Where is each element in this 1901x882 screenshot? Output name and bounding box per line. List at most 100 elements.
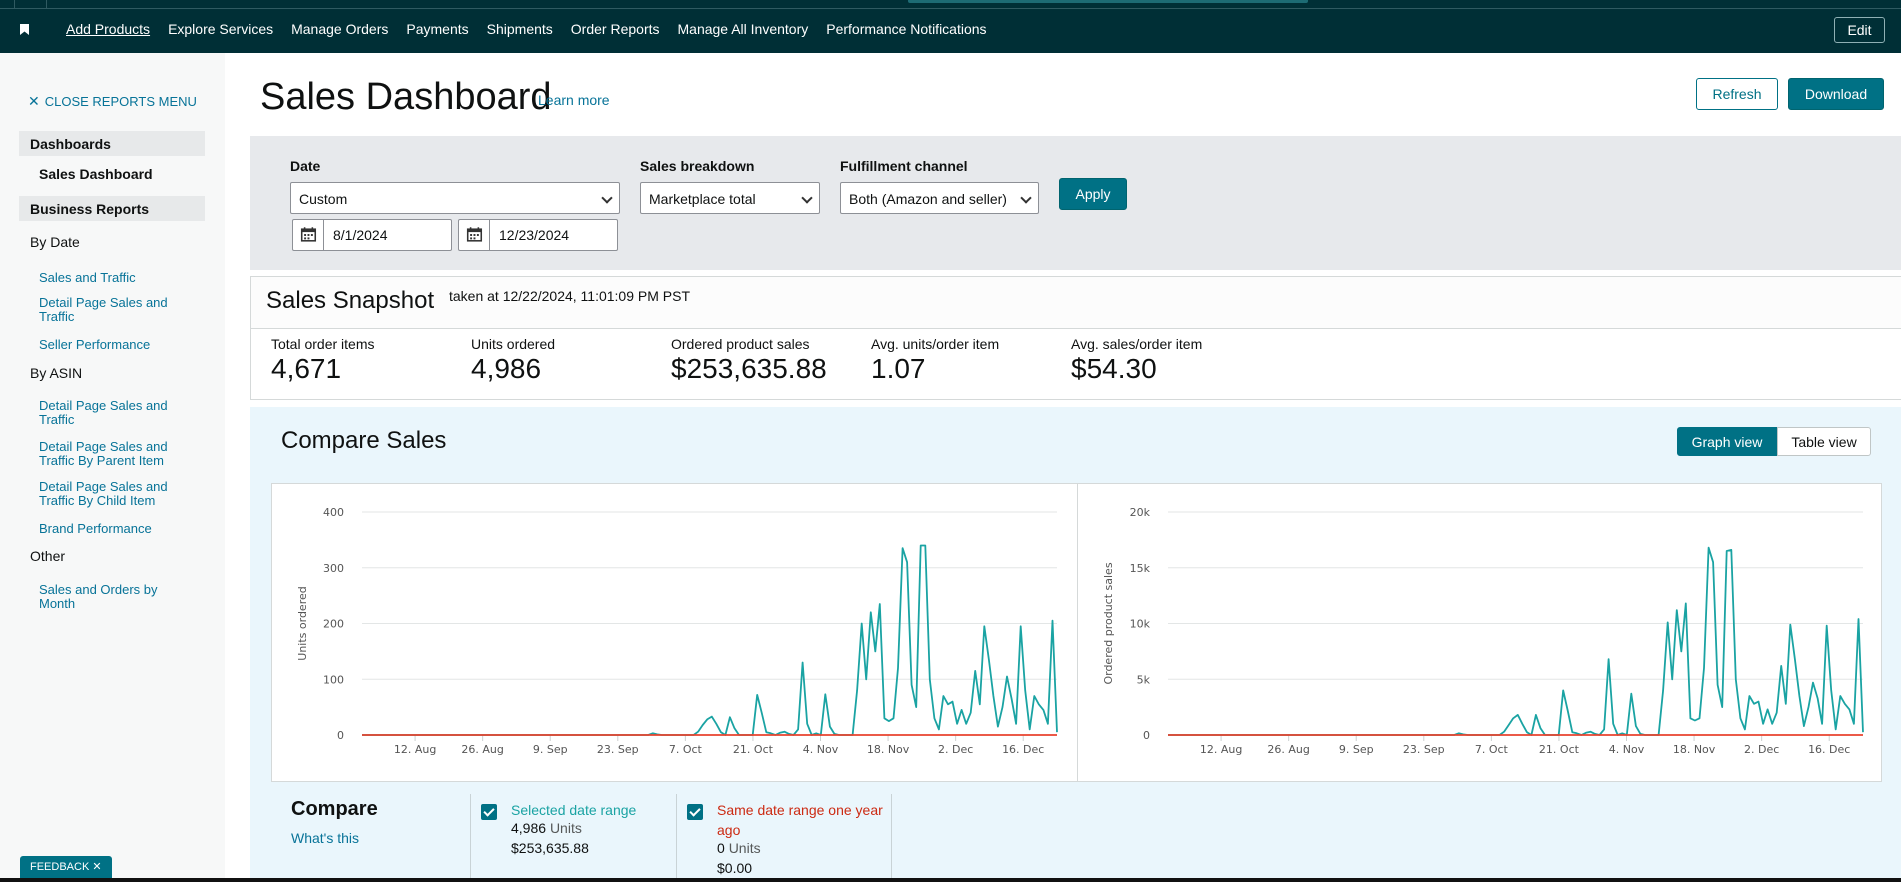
legend-divider — [891, 794, 892, 882]
y-tick-label: 10k — [1130, 618, 1151, 631]
nav-order-reports[interactable]: Order Reports — [570, 21, 660, 37]
nav-manage-orders[interactable]: Manage Orders — [291, 21, 389, 37]
nav-add-products[interactable]: Add Products — [66, 21, 151, 37]
close-icon[interactable]: ✕ — [92, 861, 102, 873]
y-tick-label: 200 — [323, 618, 344, 631]
metric-label: Total order items — [271, 336, 375, 352]
y-tick-label: 5k — [1137, 673, 1151, 686]
sidebar-header-business-reports: Business Reports — [19, 196, 205, 221]
download-button[interactable]: Download — [1788, 78, 1884, 110]
sidebar-item-brand-performance[interactable]: Brand Performance — [39, 521, 152, 536]
selected-range-checkbox[interactable] — [481, 804, 497, 820]
whats-this-link[interactable]: What's this — [291, 830, 360, 846]
top-strip — [0, 0, 1901, 9]
sales-snapshot: Sales Snapshot taken at 12/22/2024, 11:0… — [250, 276, 1901, 400]
feedback-button[interactable]: FEEDBACK ✕ — [20, 856, 112, 878]
x-tick-label: 7. Oct — [1475, 743, 1509, 756]
nav-payments[interactable]: Payments — [406, 21, 469, 37]
metric-total-order-items: Total order items 4,671 — [271, 336, 374, 385]
y-tick-label: 0 — [1143, 729, 1150, 742]
metric-value: 4,986 — [471, 353, 542, 384]
legend-last-year-units-value: 0 — [717, 840, 725, 856]
legend-selected-name: Selected date range — [511, 802, 637, 818]
nav-shipments[interactable]: Shipments — [486, 21, 553, 37]
metric-value: $54.30 — [1071, 353, 1157, 384]
legend-selected-units: 4,986 Units — [511, 820, 582, 836]
y-tick-label: 15k — [1130, 562, 1151, 575]
sidebar-item-seller-performance[interactable]: Seller Performance — [39, 337, 151, 352]
x-tick-label: 2. Dec — [1744, 743, 1779, 756]
sales-breakdown-value: Marketplace total — [649, 191, 756, 207]
sales-snapshot-header: Sales Snapshot taken at 12/22/2024, 11:0… — [251, 277, 1901, 329]
x-tick-label: 26. Aug — [1267, 743, 1309, 756]
metric-label: Ordered product sales — [671, 336, 810, 352]
metric-label: Avg. sales/order item — [1071, 336, 1203, 352]
sales-snapshot-title: Sales Snapshot — [266, 287, 435, 314]
fulfillment-channel-label: Fulfillment channel — [840, 158, 968, 174]
metric-label: Avg. units/order item — [871, 336, 1000, 352]
calendar-icon[interactable] — [293, 220, 324, 250]
legend-last-year-units: 0 Units — [717, 840, 761, 856]
bookmark-icon[interactable] — [20, 24, 29, 35]
x-tick-label: 4. Nov — [1609, 743, 1645, 756]
feedback-label: FEEDBACK — [30, 861, 90, 873]
end-date-value: 12/23/2024 — [499, 227, 570, 243]
date-range-value: Custom — [299, 191, 348, 207]
sidebar-item-detail-page-sales-and-traffic[interactable]: Detail Page Sales and Traffic — [39, 295, 168, 324]
y-axis-title: Units ordered — [296, 586, 309, 660]
legend-divider — [676, 794, 677, 882]
learn-more-link[interactable]: Learn more — [538, 92, 610, 108]
last-year-checkbox[interactable] — [687, 804, 703, 820]
sidebar-item-asin-by-parent-item[interactable]: Detail Page Sales and Traffic By Parent … — [39, 439, 168, 468]
x-tick-label: 21. Oct — [1539, 743, 1580, 756]
metric-avg-sales-per-order-item: Avg. sales/order item $54.30 — [1071, 336, 1202, 385]
x-tick-label: 23. Sep — [597, 743, 639, 756]
top-navigation: Add Products Explore Services Manage Ord… — [0, 0, 1901, 53]
reports-sidebar: ✕ CLOSE REPORTS MENU Dashboards Sales Das… — [0, 53, 225, 882]
chevron-down-icon — [601, 192, 613, 204]
nav-manage-all-inventory[interactable]: Manage All Inventory — [677, 21, 809, 37]
end-date-field[interactable]: 12/23/2024 — [458, 219, 618, 251]
metric-label: Units ordered — [471, 336, 556, 352]
fulfillment-channel-select[interactable]: Both (Amazon and seller) — [840, 182, 1039, 214]
metric-ordered-product-sales: Ordered product sales $253,635.88 — [671, 336, 827, 385]
x-tick-label: 12. Aug — [1200, 743, 1242, 756]
x-tick-label: 4. Nov — [803, 743, 839, 756]
calendar-icon[interactable] — [459, 220, 490, 250]
metric-value: 4,671 — [271, 353, 342, 384]
snapshot-timestamp: taken at 12/22/2024, 11:01:09 PM PST — [449, 288, 691, 304]
edit-nav-button[interactable]: Edit — [1834, 17, 1885, 43]
y-tick-label: 20k — [1130, 506, 1151, 519]
bottom-taskbar — [0, 878, 1901, 882]
apply-button[interactable]: Apply — [1059, 178, 1127, 210]
graph-view-button[interactable]: Graph view — [1677, 427, 1777, 456]
ordered-product-sales-chart: 0 5k 10k 15k 20k 12. Aug 26. Aug 9. Sep 23. Sep 7… — [1102, 506, 1864, 756]
date-range-select[interactable]: Custom — [290, 182, 620, 214]
legend-last-year-sales: $0.00 — [717, 860, 753, 876]
nav-explore-services[interactable]: Explore Services — [168, 21, 274, 37]
y-tick-label: 100 — [323, 673, 344, 686]
sidebar-header-dashboards: Dashboards — [19, 131, 205, 156]
x-tick-label: 26. Aug — [461, 743, 503, 756]
refresh-button[interactable]: Refresh — [1696, 78, 1778, 110]
sales-breakdown-select[interactable]: Marketplace total — [640, 182, 820, 214]
metric-value: $253,635.88 — [671, 353, 827, 384]
sidebar-group-other: Other — [30, 548, 66, 564]
sidebar-item-sales-and-traffic[interactable]: Sales and Traffic — [39, 270, 136, 285]
compare-sales-title: Compare Sales — [281, 427, 447, 454]
x-tick-label: 18. Nov — [1673, 743, 1716, 756]
close-reports-menu[interactable]: ✕ CLOSE REPORTS MENU — [28, 93, 197, 110]
sidebar-item-asin-detail-page-sales-and-traffic[interactable]: Detail Page Sales and Traffic — [39, 398, 168, 427]
sidebar-item-asin-by-child-item[interactable]: Detail Page Sales and Traffic By Child I… — [39, 479, 168, 508]
y-tick-label: 300 — [323, 562, 344, 575]
sidebar-item-sales-and-orders-by-month[interactable]: Sales and Orders by Month — [39, 582, 158, 611]
start-date-field[interactable]: 8/1/2024 — [292, 219, 452, 251]
nav-performance-notifications[interactable]: Performance Notifications — [826, 21, 987, 37]
x-tick-label: 16. Dec — [1002, 743, 1044, 756]
chevron-down-icon — [1020, 192, 1032, 204]
legend-last-year-units-word: Units — [728, 840, 761, 856]
sidebar-item-sales-dashboard[interactable]: Sales Dashboard — [39, 166, 153, 182]
global-search-bar[interactable] — [908, 0, 1308, 3]
x-tick-label: 21. Oct — [733, 743, 774, 756]
table-view-button[interactable]: Table view — [1777, 427, 1871, 456]
